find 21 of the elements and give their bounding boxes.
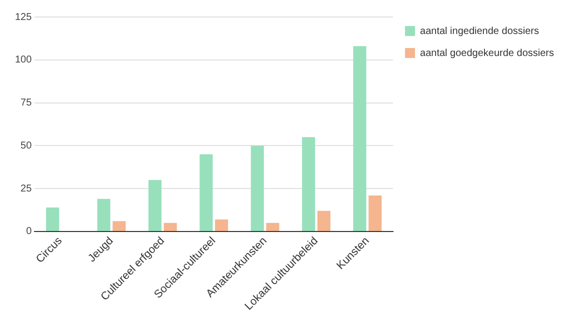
bar [353,46,366,231]
bar [148,180,162,231]
bar [250,146,264,231]
legend-label: aantal goedgekeurde dossiers [420,48,554,59]
bar [46,207,60,231]
y-tick-label: 75 [20,98,32,109]
bar [97,198,110,231]
y-tick-label: 0 [26,226,32,238]
bar [112,221,126,231]
bar [266,222,280,231]
y-tick-label: 50 [20,140,32,152]
bar [317,210,330,231]
bar [164,222,177,231]
bar [368,195,382,231]
y-tick-label: 125 [14,12,32,23]
legend-label: aantal ingediende dossiers [420,26,539,37]
y-tick-label: 25 [20,183,32,194]
y-tick-label: 100 [14,54,32,66]
bar [302,137,316,231]
bar [215,219,228,231]
bar [200,154,213,231]
